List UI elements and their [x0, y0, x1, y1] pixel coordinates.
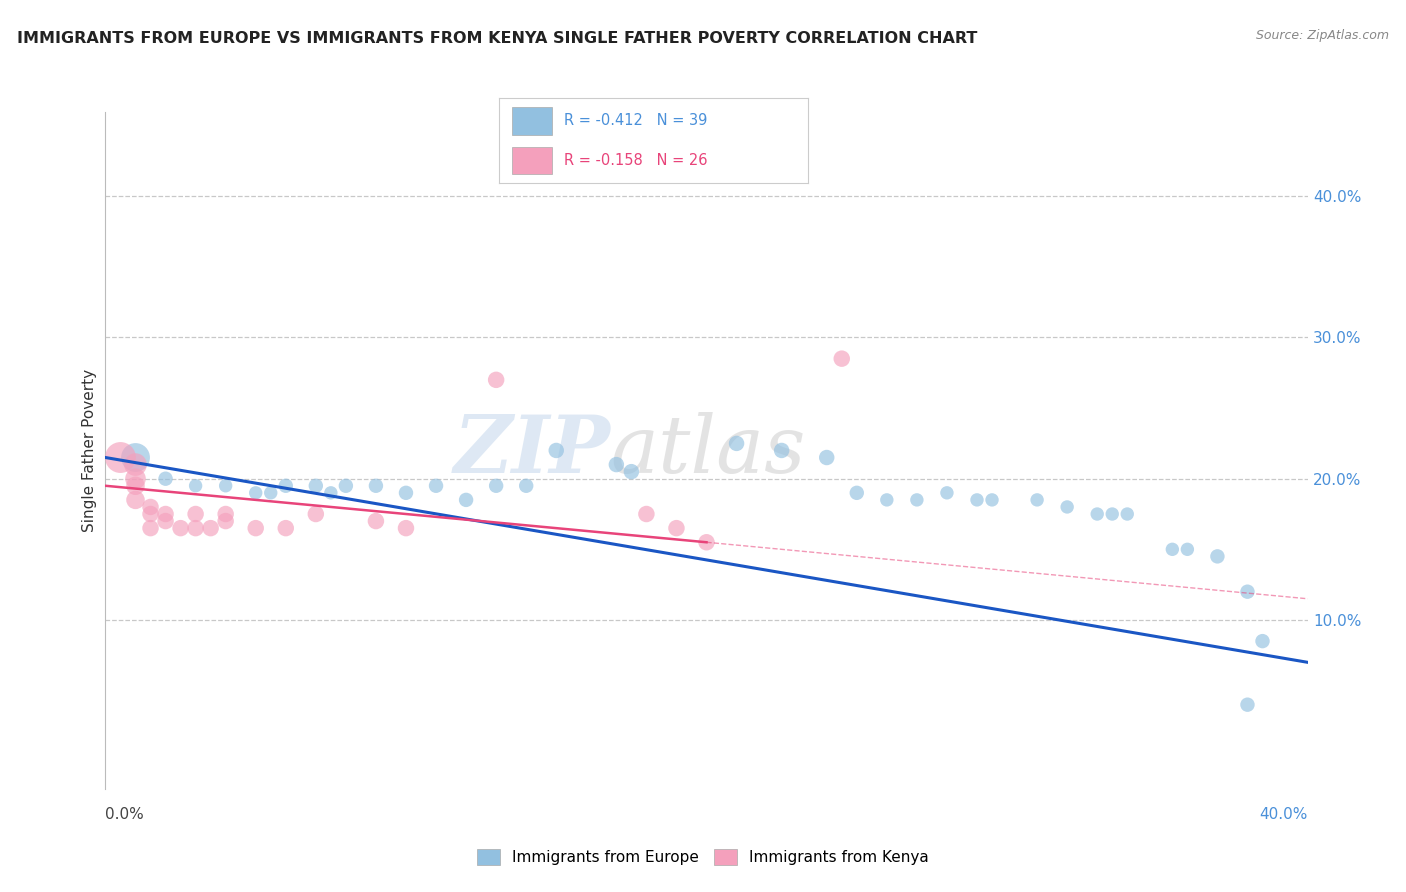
Point — [169, 521, 191, 535]
Point — [1236, 584, 1258, 599]
Text: R = -0.412   N = 39: R = -0.412 N = 39 — [564, 113, 707, 128]
Point — [845, 486, 868, 500]
Point — [936, 486, 959, 500]
Point — [1175, 542, 1198, 557]
Point — [1206, 549, 1229, 564]
Point — [124, 492, 146, 507]
Text: 0.0%: 0.0% — [105, 807, 145, 822]
Point — [770, 443, 793, 458]
Point — [214, 479, 236, 493]
Point — [214, 507, 236, 521]
Point — [184, 521, 207, 535]
Point — [335, 479, 357, 493]
Point — [124, 472, 146, 486]
Point — [184, 507, 207, 521]
Point — [831, 351, 853, 366]
Point — [319, 486, 342, 500]
Point — [260, 486, 283, 500]
Point — [305, 507, 328, 521]
Point — [200, 521, 222, 535]
Point — [110, 450, 132, 465]
Point — [155, 514, 177, 528]
Point — [139, 507, 162, 521]
Text: atlas: atlas — [610, 412, 806, 489]
Point — [515, 479, 537, 493]
Text: R = -0.158   N = 26: R = -0.158 N = 26 — [564, 153, 707, 169]
Point — [636, 507, 658, 521]
Point — [546, 443, 568, 458]
Point — [725, 436, 748, 450]
Point — [1056, 500, 1078, 514]
Point — [696, 535, 718, 549]
Text: 40.0%: 40.0% — [1260, 807, 1308, 822]
FancyBboxPatch shape — [512, 147, 551, 175]
Point — [364, 479, 387, 493]
Point — [815, 450, 838, 465]
Text: IMMIGRANTS FROM EUROPE VS IMMIGRANTS FROM KENYA SINGLE FATHER POVERTY CORRELATIO: IMMIGRANTS FROM EUROPE VS IMMIGRANTS FRO… — [17, 31, 977, 46]
Point — [274, 521, 297, 535]
Point — [395, 486, 418, 500]
Point — [454, 492, 477, 507]
Point — [1101, 507, 1123, 521]
Point — [876, 492, 898, 507]
Point — [305, 479, 328, 493]
Point — [1161, 542, 1184, 557]
Point — [245, 521, 267, 535]
Text: ZIP: ZIP — [454, 412, 610, 489]
Point — [274, 479, 297, 493]
Point — [139, 521, 162, 535]
Point — [485, 373, 508, 387]
Y-axis label: Single Father Poverty: Single Father Poverty — [82, 369, 97, 532]
Point — [1116, 507, 1139, 521]
Point — [905, 492, 928, 507]
Point — [184, 479, 207, 493]
Point — [124, 458, 146, 472]
Point — [124, 479, 146, 493]
Point — [425, 479, 447, 493]
Point — [1085, 507, 1108, 521]
Point — [364, 514, 387, 528]
Point — [155, 507, 177, 521]
Text: Source: ZipAtlas.com: Source: ZipAtlas.com — [1256, 29, 1389, 42]
Point — [1236, 698, 1258, 712]
Point — [605, 458, 627, 472]
Point — [620, 465, 643, 479]
Point — [395, 521, 418, 535]
Point — [139, 500, 162, 514]
Point — [214, 514, 236, 528]
Point — [155, 472, 177, 486]
Point — [1026, 492, 1049, 507]
Point — [245, 486, 267, 500]
Point — [1251, 634, 1274, 648]
Point — [485, 479, 508, 493]
Point — [665, 521, 688, 535]
Legend: Immigrants from Europe, Immigrants from Kenya: Immigrants from Europe, Immigrants from … — [471, 843, 935, 871]
Point — [124, 450, 146, 465]
Point — [966, 492, 988, 507]
FancyBboxPatch shape — [512, 107, 551, 135]
Point — [981, 492, 1004, 507]
